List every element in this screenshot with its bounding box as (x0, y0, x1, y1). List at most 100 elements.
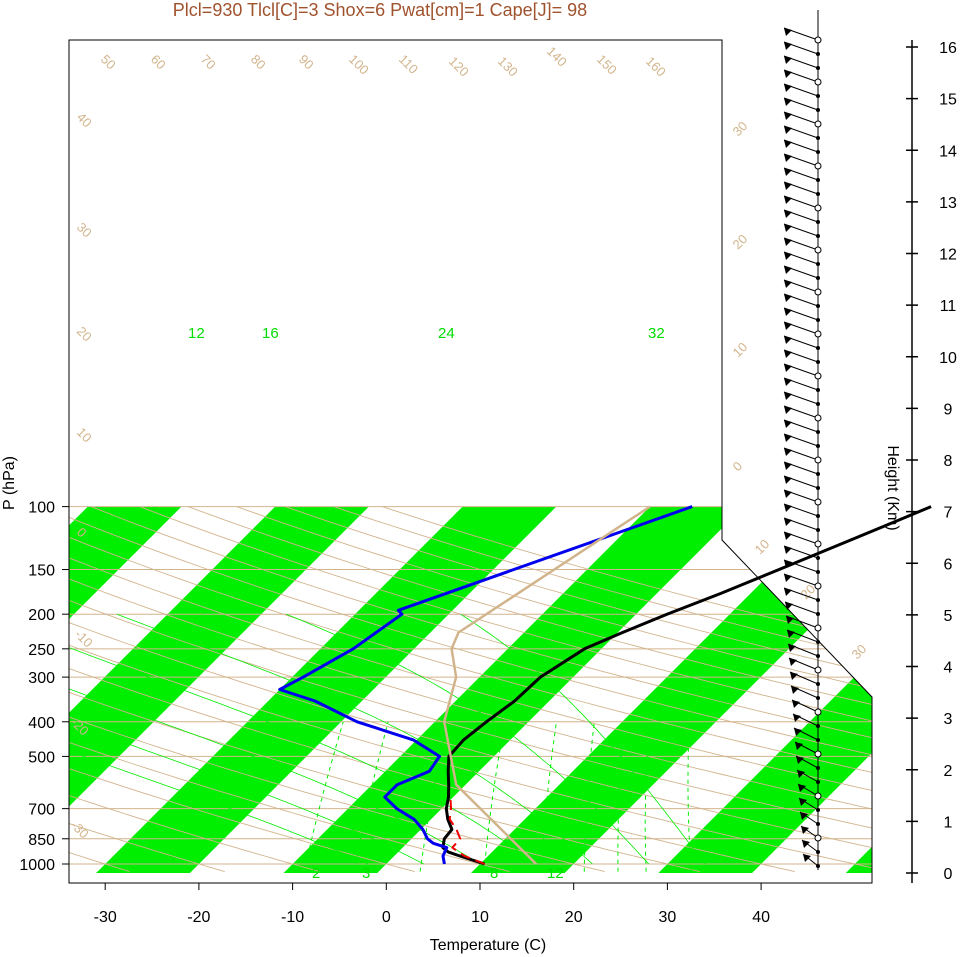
wind-pennant (784, 574, 792, 582)
dry-adiabat (69, 506, 510, 873)
dewpoint-profile (278, 505, 693, 865)
height-tick-label: 3 (944, 711, 953, 728)
wind-station-dot (814, 330, 822, 338)
virtual-temperature-line (442, 505, 651, 865)
wind-pennant (784, 224, 792, 232)
isotherm-label: 30 (849, 641, 870, 662)
theta-label: 20 (74, 324, 95, 345)
dry-adiabat (69, 506, 872, 873)
isotherm-label: 10 (730, 339, 751, 360)
temperature-bands (69, 506, 872, 873)
wind-pennant (784, 168, 792, 176)
wind-station-dot (816, 472, 820, 476)
wind-station-dot (816, 220, 820, 224)
theta-label: 30 (74, 220, 95, 241)
height-tick-label: 14 (939, 143, 957, 160)
wind-pennant (784, 392, 792, 400)
wind-station-dot (816, 612, 820, 616)
wind-station-dot (816, 682, 820, 686)
moist-adiabat (286, 613, 650, 865)
wind-station-dot (816, 262, 820, 266)
dry-adiabat (69, 506, 795, 873)
mixing-ratio-line (687, 721, 692, 872)
wind-station-dot (816, 654, 820, 658)
x-tick-label: -10 (281, 909, 304, 926)
mixing-ratio-line (541, 721, 557, 872)
height-tick-label: 1 (944, 814, 953, 831)
wind-pennant (796, 756, 804, 764)
mixing-ratio-label: 3 (362, 865, 370, 882)
wind-pennant (784, 140, 792, 148)
height-tick-label: 9 (944, 401, 953, 418)
isotherm-label: 20 (730, 231, 751, 252)
wind-pennant (784, 476, 792, 484)
mixing-ratio-label: 2 (312, 865, 320, 882)
theta-label: 160 (643, 54, 669, 80)
wind-pennant (784, 266, 792, 274)
wind-pennant (784, 462, 792, 470)
wind-pennant (784, 252, 792, 260)
wind-station-dot (816, 766, 820, 770)
wind-pennant (784, 434, 792, 442)
wind-station-dot (816, 556, 820, 560)
wind-station-dot (816, 178, 820, 182)
wind-pennant (787, 630, 795, 638)
theta-label: 90 (296, 52, 317, 73)
wind-pennant (785, 602, 793, 610)
x-tick-label: 30 (659, 909, 677, 926)
theta-label: 150 (594, 52, 620, 78)
dry-adiabat (69, 506, 872, 873)
wind-pennant (784, 490, 792, 498)
wind-station-dot (816, 136, 820, 140)
wind-station-dot (816, 528, 820, 532)
wind-station-dot (814, 834, 822, 842)
wind-pennant (784, 56, 792, 64)
x-tick-label: -30 (94, 909, 117, 926)
y-tick-label: 500 (28, 749, 55, 766)
y-tick-label: 400 (28, 715, 55, 732)
height-tick-label: 4 (944, 660, 953, 677)
wind-pennant (784, 182, 792, 190)
theta-label: 80 (248, 52, 269, 73)
wind-station-dot (814, 498, 822, 506)
wind-pennant (794, 728, 802, 736)
height-tick-label: 6 (944, 556, 953, 573)
wind-station-dot (816, 430, 820, 434)
wind-station-dot (816, 304, 820, 308)
wind-pennant (784, 154, 792, 162)
wind-station-dot (816, 864, 820, 868)
mixing-ratio-line (583, 721, 595, 872)
wind-pennant (784, 406, 792, 414)
wind-station-dot (816, 108, 820, 112)
x-tick-label: 40 (752, 909, 770, 926)
wind-station-dot (814, 456, 822, 464)
height-tick-label: 2 (944, 763, 953, 780)
isotherm-label: 30 (730, 118, 751, 139)
temperature-band (96, 506, 557, 873)
wind-station-dot (814, 792, 822, 800)
wind-pennant (784, 420, 792, 428)
parcel-path (448, 797, 486, 865)
wind-pennant (784, 322, 792, 330)
y-tick-label: 250 (28, 642, 55, 659)
theta-label: 110 (396, 52, 421, 77)
wind-pennant (790, 672, 798, 680)
wind-station-dot (816, 640, 820, 644)
theta-label: 40 (74, 110, 95, 131)
wind-station-dot (816, 570, 820, 574)
dry-adiabat (69, 506, 872, 873)
y-axis-label: P (hPa) (1, 456, 18, 510)
x-tick-label: 10 (471, 909, 489, 926)
wind-station-dot (816, 738, 820, 742)
height-tick-label: 11 (940, 298, 957, 315)
height-tick-label: 8 (944, 453, 953, 470)
height-tick-label: 7 (944, 505, 953, 522)
wind-pennant (793, 714, 801, 722)
mixing-ratio-line (644, 721, 650, 872)
wind-pennant (784, 42, 792, 50)
dry-adiabat (69, 506, 700, 873)
wind-pennant (784, 70, 792, 78)
x-tick-label: 20 (565, 909, 583, 926)
